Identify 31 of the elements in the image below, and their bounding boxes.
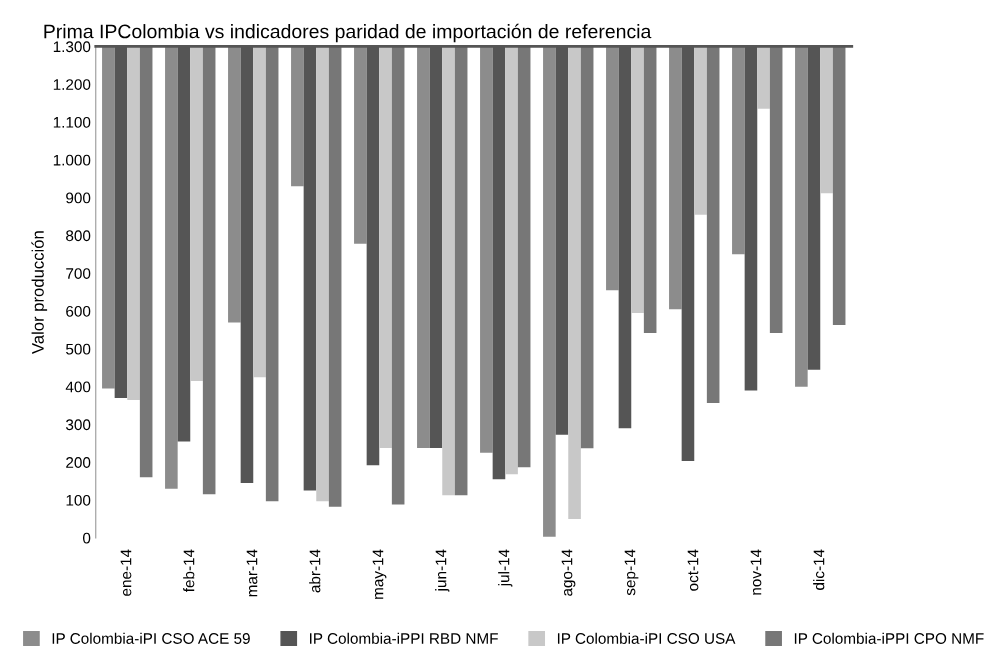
y-tick-label: 200	[66, 457, 91, 468]
x-tick-label: ago-14	[561, 549, 576, 596]
legend-label: IP Colombia-iPI CSO USA	[557, 632, 736, 644]
y-tick-label: 500	[66, 343, 91, 355]
x-tick-label: mar-14	[246, 549, 258, 597]
y-axis-title: Valor producción	[31, 231, 48, 355]
y-tick-label: 600	[66, 305, 91, 317]
y-tick-label: 800	[66, 230, 91, 242]
x-tick-label: jun-14	[435, 549, 450, 592]
x-tick-label: dic-14	[813, 549, 825, 590]
x-tick-label: may-14	[372, 549, 387, 599]
x-tick-label: abr-14	[309, 549, 321, 593]
y-tick-label: 100	[66, 494, 91, 506]
x-tick-label: jul-14	[498, 549, 513, 587]
legend-label: IP Colombia-iPPI CPO NMF	[794, 632, 984, 644]
y-tick-label: 700	[66, 268, 91, 279]
y-tick-label: 1.300	[53, 41, 91, 53]
y-tick-label: 1.000	[53, 154, 91, 166]
x-tick-label: nov-14	[750, 549, 762, 595]
x-tick-label: oct-14	[687, 549, 699, 591]
legend-label: IP Colombia-iPPI RBD NMF	[310, 632, 498, 644]
y-tick-label: 400	[65, 381, 91, 393]
legend-label: IP Colombia-iPI CSO ACE 59	[52, 632, 250, 644]
y-tick-label: 900	[66, 192, 91, 204]
y-tick-label: 300	[65, 419, 91, 431]
y-tick-label: 1.200	[53, 79, 91, 90]
y-tick-label: 0	[83, 532, 91, 544]
x-tick-label: ene-14	[120, 549, 132, 596]
x-tick-label: sep-14	[624, 549, 639, 596]
y-tick-label: 1.100	[53, 116, 91, 128]
x-tick-label: feb-14	[183, 549, 195, 593]
